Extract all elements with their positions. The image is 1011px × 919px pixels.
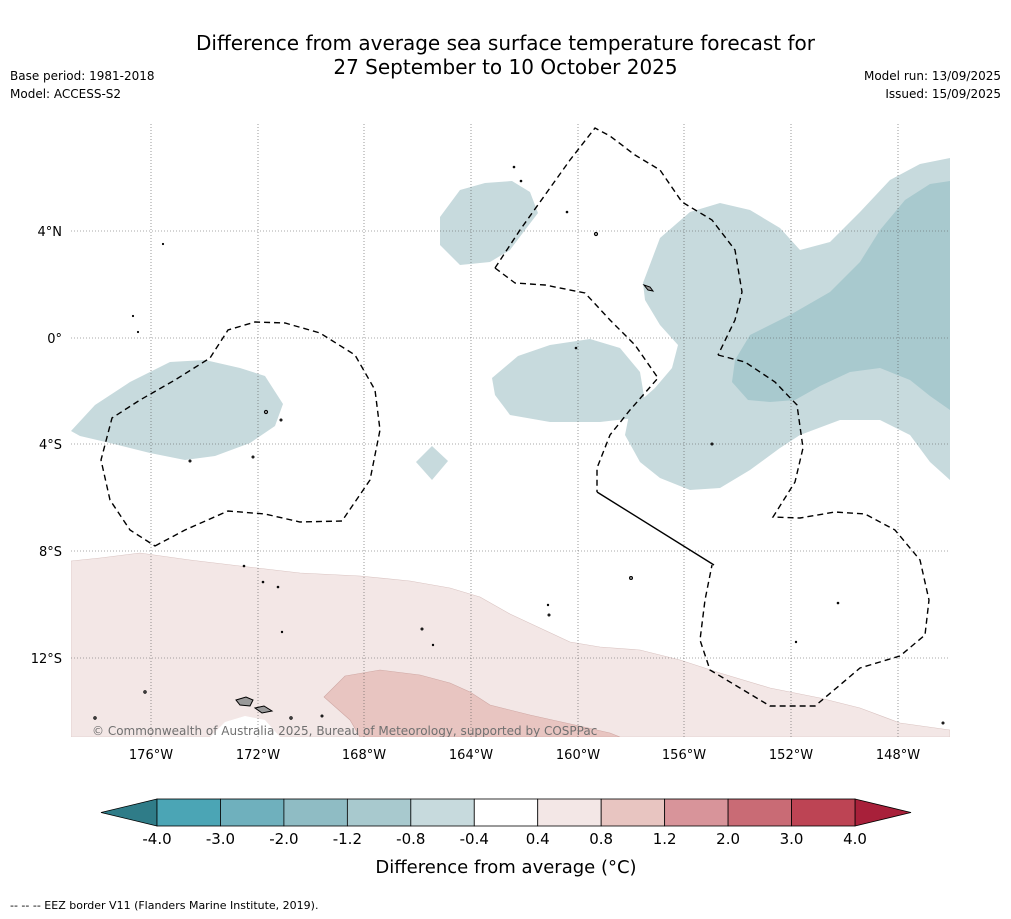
colorbar-extend-max — [854, 798, 912, 827]
lat-label-0: 0° — [47, 332, 62, 347]
lon-label-164w: 164°W — [449, 748, 493, 763]
longitude-labels: 176°W 172°W 168°W 164°W 160°W 156°W 152°… — [129, 748, 920, 763]
colorbar-extend-min — [100, 798, 158, 827]
eez-border-west — [100, 321, 381, 547]
colorbar-tick-label: 0.8 — [589, 830, 613, 848]
eez-border-solid — [596, 491, 715, 566]
eez-legend-text: -- -- -- EEZ border V11 (Flanders Marine… — [10, 899, 319, 912]
cool-anomaly-east-core — [732, 181, 950, 410]
lon-label-148w: 148°W — [876, 748, 920, 763]
lat-label-12s: 12°S — [31, 652, 62, 667]
cool-anomaly-north — [440, 181, 538, 265]
gridlines — [71, 124, 950, 737]
colorbar-tick-label: 3.0 — [780, 830, 804, 848]
lat-label-4n: 4°N — [38, 225, 63, 240]
lon-label-156w: 156°W — [662, 748, 706, 763]
lon-label-176w: 176°W — [129, 748, 173, 763]
lon-label-172w: 172°W — [236, 748, 280, 763]
colorbar-tick-label: 2.0 — [716, 830, 740, 848]
colorbar-segment — [537, 798, 602, 827]
colorbar-segment — [220, 798, 285, 827]
colorbar-tick-label: 0.4 — [526, 830, 550, 848]
cool-anomaly-small — [416, 446, 448, 480]
latitude-labels: 4°N 0° 4°S 8°S 12°S — [31, 225, 62, 667]
islands — [93, 165, 945, 725]
warm-anomaly-region — [71, 552, 950, 737]
colorbar-segment — [727, 798, 792, 827]
colorbar-tick-label: -0.4 — [460, 830, 489, 848]
colorbar-segment — [473, 798, 539, 827]
meta-right: Model run: 13/09/2025 Issued: 15/09/2025 — [864, 67, 1001, 103]
colorbar-tick-label: 4.0 — [843, 830, 867, 848]
base-period: Base period: 1981-2018 — [10, 69, 155, 83]
model-name: Model: ACCESS-S2 — [10, 87, 122, 101]
lat-label-4s: 4°S — [39, 438, 62, 453]
eez-border-central — [494, 267, 659, 492]
issued-date: Issued: 15/09/2025 — [885, 87, 1001, 101]
chart-title: Difference from average sea surface temp… — [0, 31, 1011, 79]
colorbar: -4.0 -3.0 -2.0 -1.2 -0.8 -0.4 0.4 0.8 1.2 2.0 3.0 4… — [100, 798, 912, 878]
map-area: © Commonwealth of Australia 2025, Bureau… — [71, 124, 950, 738]
colorbar-label: Difference from average (°C) — [375, 857, 636, 878]
lon-label-168w: 168°W — [342, 748, 386, 763]
lon-label-160w: 160°W — [556, 748, 600, 763]
copyright-text: © Commonwealth of Australia 2025, Bureau… — [92, 724, 597, 738]
colorbar-tick-label: -0.8 — [396, 830, 425, 848]
title-line-2: 27 September to 10 October 2025 — [333, 55, 678, 79]
colorbar-segment — [410, 798, 475, 827]
colorbar-segment — [791, 798, 856, 827]
colorbar-segment — [600, 798, 666, 827]
cool-anomaly-central — [492, 339, 645, 422]
colorbar-tick-label: -2.0 — [269, 830, 298, 848]
cool-anomaly-west — [71, 360, 283, 460]
colorbar-tick-label: -3.0 — [206, 830, 235, 848]
colorbar-segment — [156, 798, 221, 827]
colorbar-tick-label: 1.2 — [653, 830, 677, 848]
colorbar-segment — [283, 798, 348, 827]
samoa-island-upolu — [235, 696, 254, 707]
colorbar-tick-label: -1.2 — [333, 830, 362, 848]
model-run: Model run: 13/09/2025 — [863, 69, 1001, 83]
lat-label-8s: 8°S — [39, 545, 62, 560]
colorbar-segment — [664, 798, 729, 827]
title-line-1: Difference from average sea surface temp… — [195, 31, 815, 55]
colorbar-segment — [346, 798, 412, 827]
meta-left: Base period: 1981-2018 Model: ACCESS-S2 — [10, 67, 155, 103]
eez-borders — [100, 127, 930, 707]
samoa-island-tutuila — [253, 705, 274, 714]
warm-anomaly-patch — [323, 669, 621, 737]
eez-border-east — [699, 354, 930, 707]
colorbar-tick-label: -4.0 — [142, 830, 171, 848]
eez-border-north — [494, 127, 743, 356]
lon-label-152w: 152°W — [769, 748, 813, 763]
